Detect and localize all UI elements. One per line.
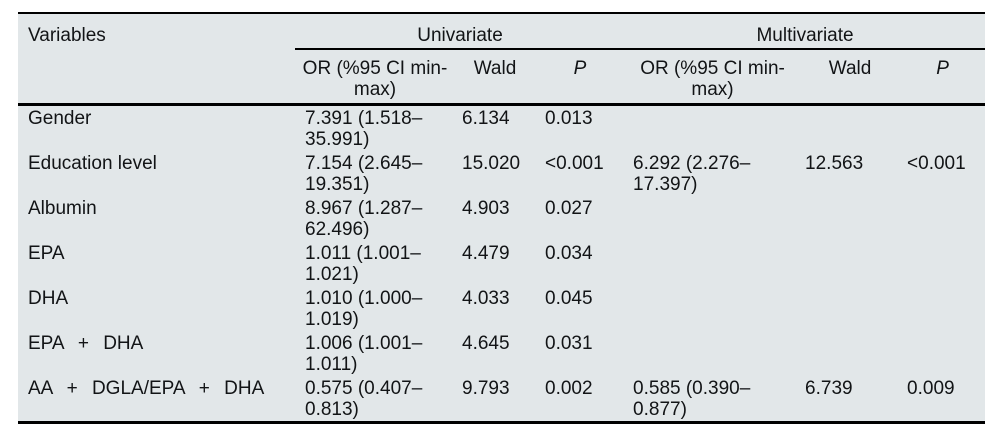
univariate-wald-cell: 4.033 xyxy=(462,288,510,309)
multivariate-or-cell xyxy=(625,196,800,241)
multivariate-wald-cell xyxy=(800,331,900,376)
univariate-group-header: Univariate xyxy=(295,13,626,50)
multivariate-wald-header: Wald xyxy=(800,49,901,106)
multivariate-p-cell xyxy=(900,196,985,241)
univariate-or-cell: 7.391 (1.518–​35.991) xyxy=(295,105,455,152)
univariate-wald-cell: 6.134 xyxy=(462,108,510,129)
table-row-epa: EPA 1.011 (1.001–​1.021) 4.479 0.034 xyxy=(18,241,985,286)
multivariate-wald-cell xyxy=(800,196,900,241)
or-value: 0.575 (0.407–​0.813) xyxy=(305,378,423,420)
multivariate-group-header: Multivariate xyxy=(625,13,986,50)
multivariate-p-cell xyxy=(900,241,985,286)
variable-cell: Gender xyxy=(28,108,92,129)
or-value: 1.006 (1.001–​1.011) xyxy=(305,333,423,375)
multivariate-p-cell xyxy=(900,105,985,152)
variable-cell: Education level xyxy=(28,153,157,174)
variables-column-header: Variables xyxy=(18,13,295,106)
variable-cell: Albumin xyxy=(28,198,97,219)
regression-table-container: Variables Univariate Multivariate OR (%9… xyxy=(18,12,986,424)
univariate-wald-cell: 4.903 xyxy=(462,198,510,219)
univariate-or-cell: 1.010 (1.000–​1.019) xyxy=(295,286,455,331)
or-value: 7.391 (1.518–​35.991) xyxy=(305,108,423,150)
univariate-or-cell: 0.575 (0.407–​0.813) xyxy=(295,376,455,423)
multivariate-wald-cell: 6.739 xyxy=(805,378,853,399)
multivariate-or-header: OR (%95 CI min-max) xyxy=(625,49,801,106)
multivariate-or-cell: 0.585 (0.390–​0.877) xyxy=(625,376,800,423)
or-value: 6.292 (2.276–​17.397) xyxy=(633,153,751,195)
multivariate-p-cell: 0.009 xyxy=(907,378,955,399)
multivariate-wald-cell xyxy=(800,105,900,152)
multivariate-or-cell: 6.292 (2.276–​17.397) xyxy=(625,151,800,196)
univariate-p-cell: 0.031 xyxy=(545,333,593,354)
multivariate-or-header-label: OR (%95 CI min-max) xyxy=(640,58,785,100)
table-row-education-level: Education level 7.154 (2.645–​19.351) 15… xyxy=(18,151,985,196)
sub-header-row: OR (%95 CI min-max) Wald P OR (%95 CI mi… xyxy=(18,49,986,106)
multivariate-p-header: P xyxy=(900,49,986,106)
table-row-aa-dgla-epa-dha: AA + DGLA/EPA + DHA 0.575 (0.407–​0.813)… xyxy=(18,376,985,423)
univariate-p-header: P xyxy=(535,49,626,106)
univariate-p-cell: 0.027 xyxy=(545,198,593,219)
multivariate-wald-cell xyxy=(800,286,900,331)
table-row-dha: DHA 1.010 (1.000–​1.019) 4.033 0.045 xyxy=(18,286,985,331)
multivariate-wald-cell xyxy=(800,241,900,286)
or-value: 1.010 (1.000–​1.019) xyxy=(305,288,423,330)
univariate-p-cell: 0.045 xyxy=(545,288,593,309)
univariate-or-cell: 8.967 (1.287–​62.496) xyxy=(295,196,455,241)
univariate-or-cell: 1.011 (1.001–​1.021) xyxy=(295,241,455,286)
univariate-or-header: OR (%95 CI min-max) xyxy=(295,49,455,106)
multivariate-or-cell xyxy=(625,241,800,286)
or-value: 1.011 (1.001–​1.021) xyxy=(305,243,421,285)
univariate-or-cell: 1.006 (1.001–​1.011) xyxy=(295,331,455,376)
or-value: 7.154 (2.645–​19.351) xyxy=(305,153,423,195)
univariate-or-cell: 7.154 (2.645–​19.351) xyxy=(295,151,455,196)
table-row-epa-plus-dha: EPA + DHA 1.006 (1.001–​1.011) 4.645 0.0… xyxy=(18,331,985,376)
multivariate-or-cell xyxy=(625,331,800,376)
multivariate-p-cell xyxy=(900,331,985,376)
univariate-p-cell: 0.034 xyxy=(545,243,593,264)
univariate-wald-cell: 15.020 xyxy=(462,153,521,174)
multivariate-or-cell xyxy=(625,105,800,152)
table-row-albumin: Albumin 8.967 (1.287–​62.496) 4.903 0.02… xyxy=(18,196,985,241)
univariate-wald-cell: 4.645 xyxy=(462,333,510,354)
group-header-row: Variables Univariate Multivariate xyxy=(18,13,986,106)
variable-cell: DHA xyxy=(28,288,69,309)
multivariate-wald-cell: 12.563 xyxy=(805,153,864,174)
univariate-wald-cell: 4.479 xyxy=(462,243,510,264)
multivariate-p-cell xyxy=(900,286,985,331)
univariate-p-cell: <0.001 xyxy=(545,153,604,174)
variable-cell: AA + DGLA/EPA + DHA xyxy=(28,378,265,399)
regression-results-table: Variables Univariate Multivariate OR (%9… xyxy=(18,12,986,424)
multivariate-p-cell: <0.001 xyxy=(907,153,966,174)
univariate-wald-cell: 9.793 xyxy=(462,378,510,399)
variable-cell: EPA + DHA xyxy=(28,333,144,354)
univariate-p-cell: 0.002 xyxy=(545,378,593,399)
multivariate-or-cell xyxy=(625,286,800,331)
or-value: 8.967 (1.287–​62.496) xyxy=(305,198,423,240)
or-value: 0.585 (0.390–​0.877) xyxy=(633,378,751,420)
table-row-gender: Gender 7.391 (1.518–​35.991) 6.134 0.013 xyxy=(18,105,985,152)
univariate-or-header-label: OR (%95 CI min-max) xyxy=(302,58,448,100)
univariate-wald-header: Wald xyxy=(455,49,535,106)
variable-cell: EPA xyxy=(28,243,65,264)
univariate-p-cell: 0.013 xyxy=(545,108,593,129)
